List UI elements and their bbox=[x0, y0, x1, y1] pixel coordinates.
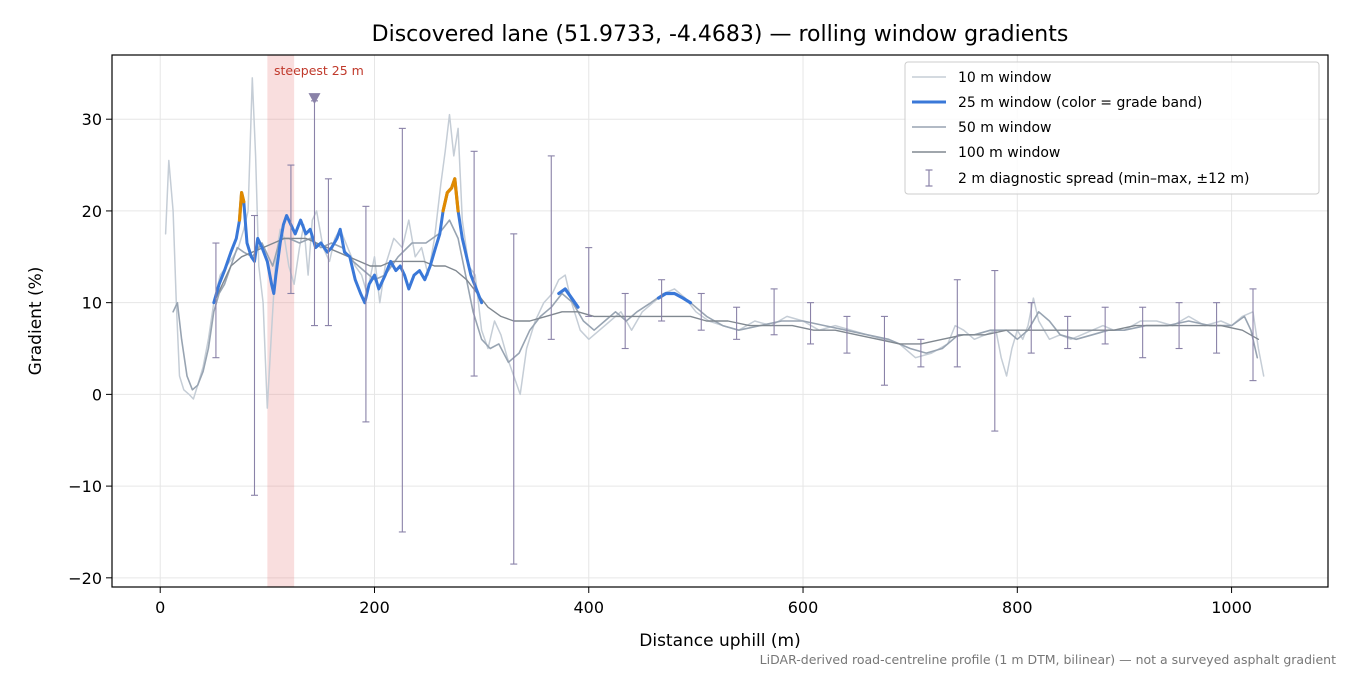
legend-label-25m: 25 m window (color = grade band) bbox=[958, 95, 1202, 111]
legend-swatch-error-bar bbox=[925, 169, 933, 187]
x-axis: 0 200 400 600 800 1000 bbox=[155, 587, 1252, 617]
x-tick-label: 600 bbox=[788, 598, 819, 617]
series-line-3 bbox=[213, 237, 1260, 345]
legend-label-50m: 50 m window bbox=[958, 120, 1051, 136]
x-tick-label: 400 bbox=[573, 598, 604, 617]
x-tick-label: 200 bbox=[359, 598, 390, 617]
y-axis: −20 −10 0 10 20 30 bbox=[68, 110, 112, 588]
y-tick-label: 10 bbox=[82, 294, 102, 313]
steepest-marker-icon bbox=[308, 93, 321, 105]
series-line-2 bbox=[172, 219, 1259, 391]
legend: 10 m window 25 m window (color = grade b… bbox=[904, 61, 1320, 195]
error-bars bbox=[212, 100, 1257, 565]
grade-band-segment-1 bbox=[441, 177, 460, 213]
marker-layer bbox=[308, 93, 321, 105]
footnote: LiDAR-derived road-centreline profile (1… bbox=[760, 652, 1336, 667]
x-axis-label: Distance uphill (m) bbox=[639, 631, 800, 651]
y-axis-label: Gradient (%) bbox=[26, 267, 46, 376]
y-tick-label: 30 bbox=[82, 110, 102, 129]
legend-label-error-bar: 2 m diagnostic spread (min–max, ±12 m) bbox=[958, 171, 1249, 187]
x-tick-label: 1000 bbox=[1211, 598, 1252, 617]
steepest-band bbox=[267, 55, 295, 587]
x-tick-label: 0 bbox=[155, 598, 165, 617]
steepest-annotation: steepest 25 m bbox=[274, 63, 364, 78]
steepest-band-rect bbox=[267, 55, 295, 587]
legend-label-100m: 100 m window bbox=[958, 145, 1060, 161]
series-line-0 bbox=[164, 77, 1265, 409]
legend-box bbox=[904, 61, 1320, 195]
grade-band-segment-2 bbox=[557, 287, 580, 309]
chart-title: Discovered lane (51.9733, -4.4683) — rol… bbox=[372, 22, 1069, 47]
y-tick-label: 20 bbox=[82, 202, 102, 221]
grade-band-segment-3 bbox=[656, 291, 693, 305]
grade-band-segment-0 bbox=[237, 191, 246, 222]
y-tick-label: −10 bbox=[68, 477, 102, 496]
y-tick-label: −20 bbox=[68, 569, 102, 588]
series-layer bbox=[164, 77, 1265, 409]
legend-label-10m: 10 m window bbox=[958, 70, 1051, 86]
plot-frame bbox=[111, 54, 1329, 588]
y-tick-label: 0 bbox=[92, 385, 102, 404]
x-tick-label: 800 bbox=[1002, 598, 1033, 617]
